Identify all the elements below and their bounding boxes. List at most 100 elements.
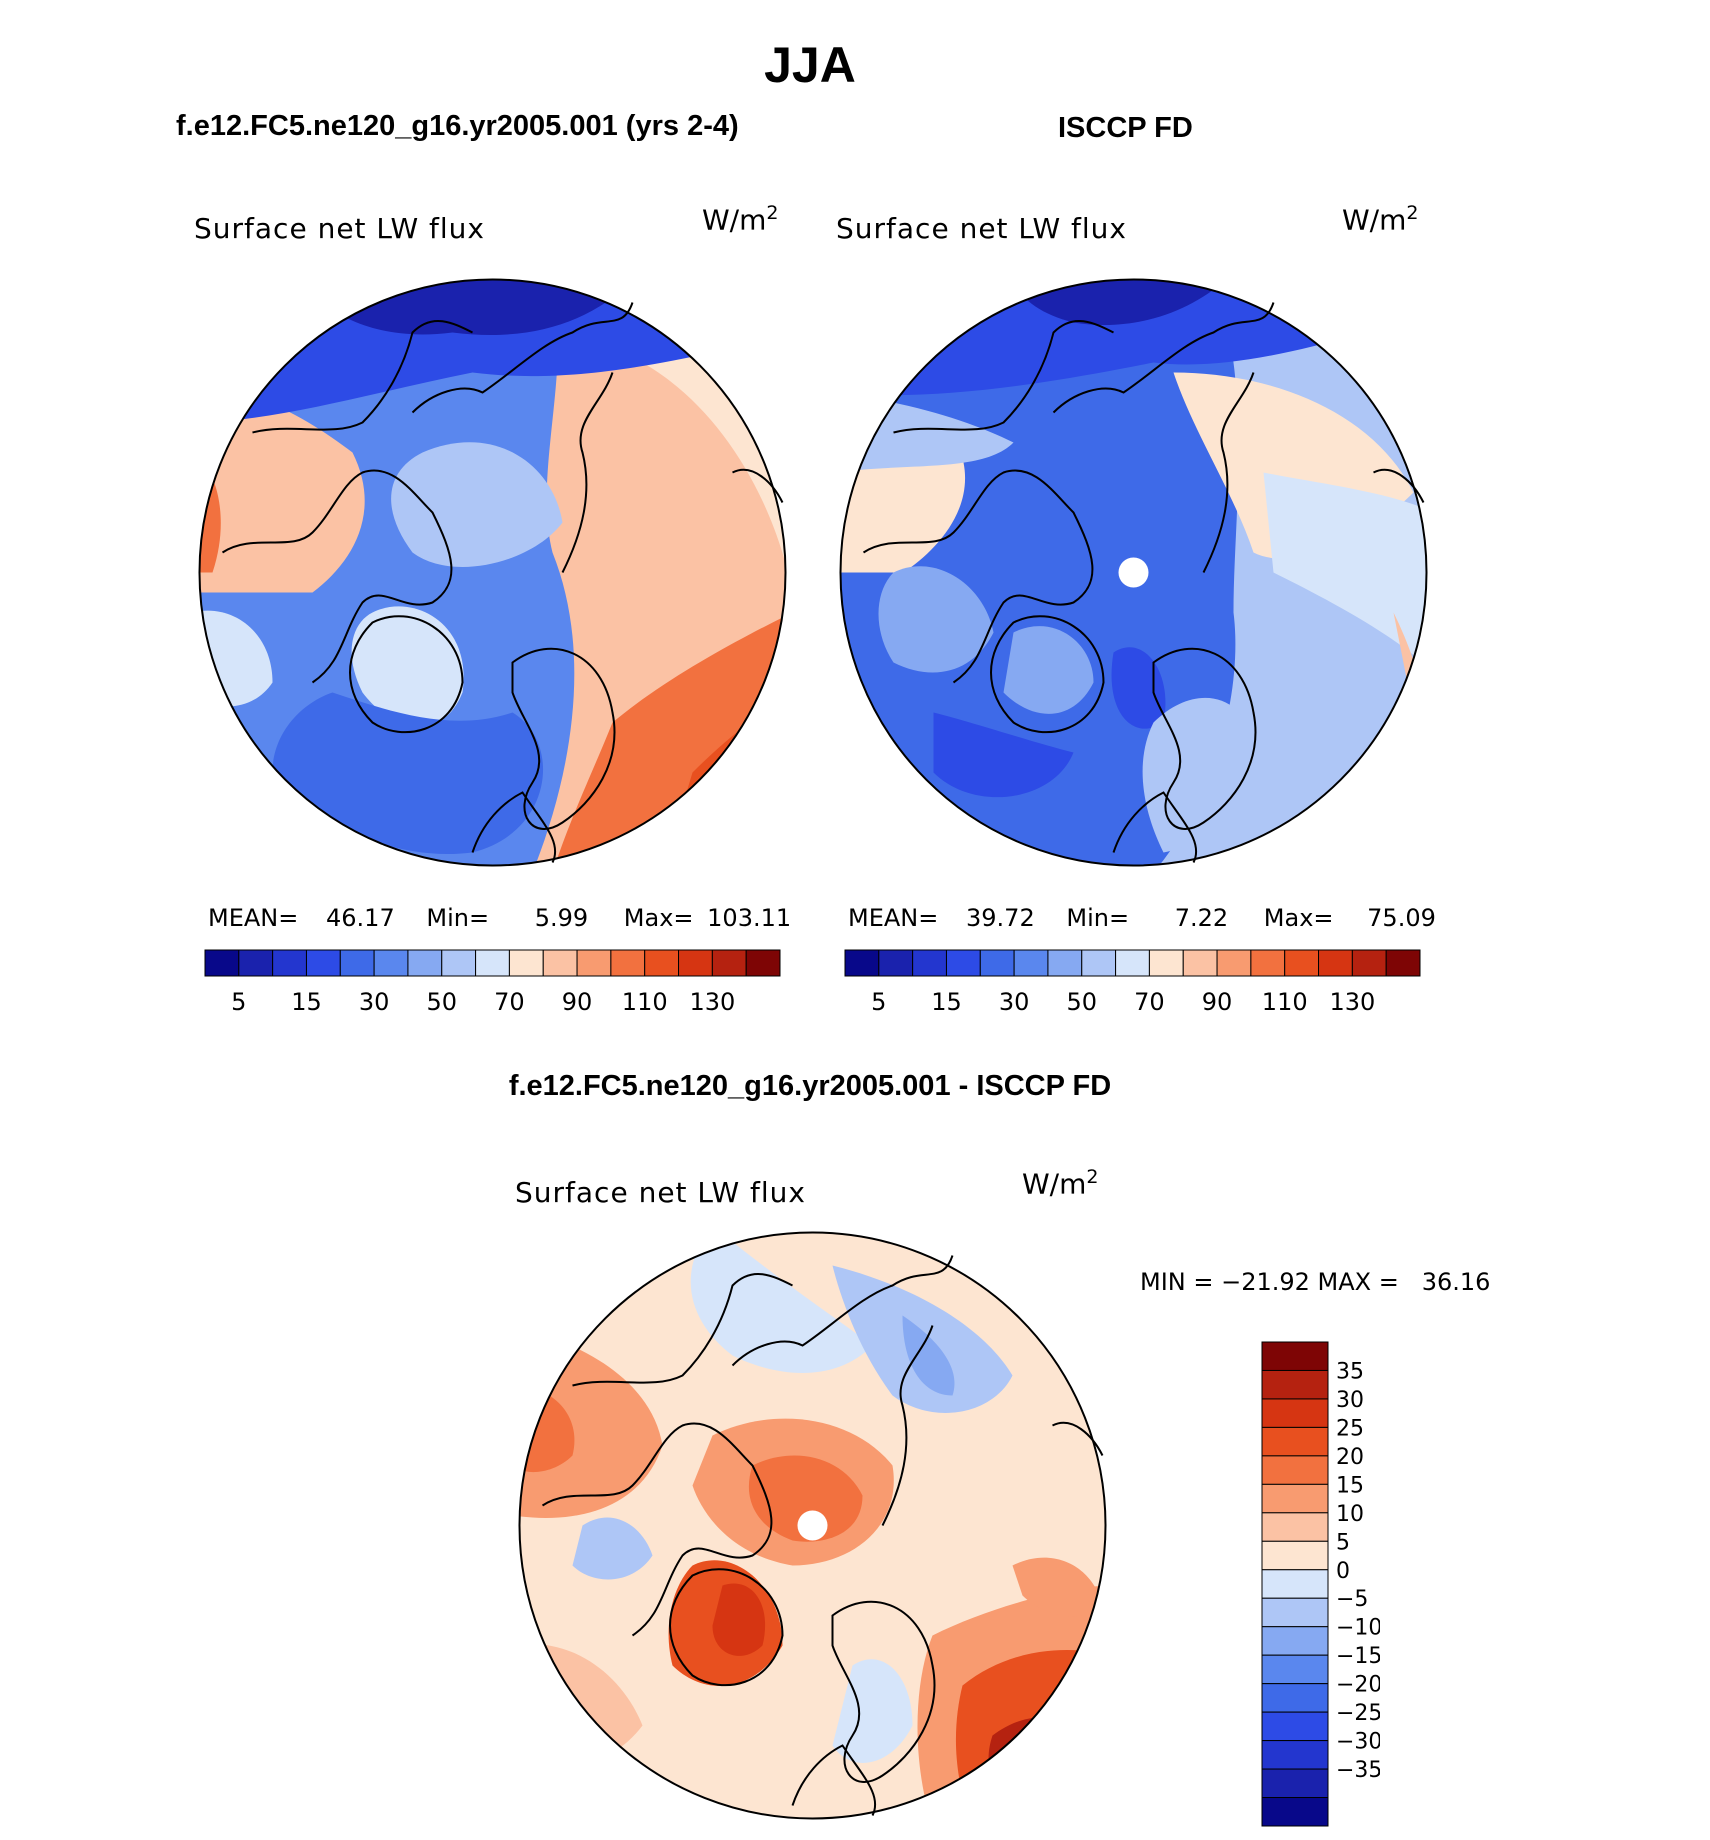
panel3-colorbar-tick-label: 25 bbox=[1336, 1416, 1364, 1441]
panel1-units-exponent: 2 bbox=[766, 202, 779, 224]
panel3-colorbar-tick-label: 10 bbox=[1336, 1502, 1364, 1527]
panel3-colorbar-box bbox=[1261, 1455, 1329, 1485]
panel3-colorbar-box bbox=[1261, 1512, 1329, 1542]
panel2-colorbar-box bbox=[844, 949, 880, 977]
panel1-colorbar-tick-label: 30 bbox=[359, 988, 390, 1016]
panel3-pole-mask bbox=[797, 1510, 828, 1541]
panel3-polar-map bbox=[518, 1231, 1107, 1820]
panel3-colorbar-box bbox=[1261, 1341, 1329, 1371]
panel2-colorbar-box bbox=[912, 949, 947, 977]
panel3-colorbar-box bbox=[1261, 1797, 1329, 1827]
panel1-units: W/m2 bbox=[702, 202, 779, 236]
panel1-colorbar-box bbox=[542, 949, 578, 977]
panel1-colorbar-box bbox=[678, 949, 713, 977]
panel3-colorbar-tick-label: 20 bbox=[1336, 1445, 1364, 1470]
panel1-polar-map bbox=[198, 278, 787, 867]
panel3-colorbar-box bbox=[1261, 1711, 1329, 1742]
panel3-colorbar-tick-label: 35 bbox=[1336, 1359, 1364, 1384]
panel2-units-base: W/m bbox=[1342, 203, 1407, 237]
panel2-colorbar-box bbox=[1148, 949, 1184, 977]
panel2-units: W/m2 bbox=[1342, 202, 1419, 236]
panel1-colorbar-tick-label: 5 bbox=[231, 988, 246, 1016]
panel1-colorbar-tick-label: 130 bbox=[689, 988, 735, 1016]
panel2-min-value: 7.22 bbox=[1174, 904, 1229, 932]
panel1-colorbar-box bbox=[644, 949, 680, 977]
panel2-colorbar-tick-label: 70 bbox=[1134, 988, 1165, 1016]
panel1-colorbar-box bbox=[204, 949, 240, 977]
panel1-colorbar-box bbox=[508, 949, 544, 977]
panel3-colorbar-box bbox=[1261, 1597, 1329, 1628]
panel3-colorbar-tick-label: 15 bbox=[1336, 1473, 1364, 1498]
panel1-colorbar-box bbox=[610, 949, 646, 977]
panel2-colorbar-tick-label: 15 bbox=[931, 988, 962, 1016]
panel2-field-label: Surface net LW flux bbox=[836, 212, 1127, 245]
panel2-colorbar-box bbox=[1047, 949, 1083, 977]
panel3-colorbar-tick-label: 30 bbox=[1336, 1388, 1364, 1413]
panel1-map-boundary bbox=[198, 278, 787, 867]
panel1-min-label: Min= bbox=[426, 904, 490, 932]
panel2-max-label: Max= bbox=[1263, 904, 1334, 932]
panel1-colorbar-tick-label: 15 bbox=[291, 988, 322, 1016]
panel2-colorbar-box bbox=[979, 949, 1015, 977]
panel3-colorbar-box bbox=[1261, 1654, 1329, 1685]
panel3-colorbar-tick-label: −10 bbox=[1336, 1616, 1380, 1641]
panel2-pole-mask bbox=[1118, 557, 1149, 588]
panel2-colorbar-box bbox=[1385, 949, 1421, 977]
panel2-title: ISCCP FD bbox=[1058, 112, 1193, 144]
panel2-colorbar-box bbox=[1115, 949, 1150, 977]
panel3-colorbar-box bbox=[1261, 1426, 1329, 1457]
panel1-units-base: W/m bbox=[702, 203, 767, 237]
panel1-colorbar-box bbox=[238, 949, 274, 977]
panel3-coastlines bbox=[541, 1255, 1104, 1816]
panel3-colorbar-box bbox=[1261, 1398, 1329, 1428]
panel1-colorbar-box bbox=[441, 949, 477, 977]
panel1-colorbar-box bbox=[373, 949, 409, 977]
panel3-units-exponent: 2 bbox=[1086, 1166, 1099, 1188]
panel2-stats: MEAN= 39.72 Min= 7.22 Max= 75.09 bbox=[848, 904, 1436, 932]
panel2-colorbar-box bbox=[1351, 949, 1387, 977]
panel2-units-exponent: 2 bbox=[1406, 202, 1419, 224]
panel1-colorbar-box bbox=[339, 949, 375, 977]
panel2-colorbar-box bbox=[945, 949, 981, 977]
panel1-colorbar-tick-label: 70 bbox=[494, 988, 525, 1016]
panel2-colorbar-box bbox=[1284, 949, 1320, 977]
panel2-colorbar-box bbox=[1182, 949, 1218, 977]
panel3-colorbar-tick-label: −35 bbox=[1336, 1758, 1380, 1783]
panel2-min-label: Min= bbox=[1066, 904, 1130, 932]
panel3-units: W/m2 bbox=[1022, 1166, 1099, 1200]
panel1-colorbar-tick-label: 50 bbox=[426, 988, 457, 1016]
panel3-colorbar-tick-label: 0 bbox=[1336, 1559, 1350, 1584]
panel3-field-label: Surface net LW flux bbox=[515, 1176, 806, 1209]
panel3-title: f.e12.FC5.ne120_g16.yr2005.001 - ISCCP F… bbox=[508, 1070, 1112, 1102]
panel2-colorbar-box bbox=[1318, 949, 1353, 977]
panel1-colorbar-box bbox=[576, 949, 612, 977]
panel3-colorbar-box bbox=[1261, 1768, 1329, 1799]
panel1-title: f.e12.FC5.ne120_g16.yr2005.001 (yrs 2-4) bbox=[176, 110, 739, 142]
panel1-field-contours bbox=[199, 279, 786, 866]
panel1-min-value: 5.99 bbox=[534, 904, 589, 932]
panel1-field-label: Surface net LW flux bbox=[194, 212, 485, 245]
panel3-colorbar-box bbox=[1261, 1683, 1329, 1713]
panel2-colorbar-box bbox=[1013, 949, 1049, 977]
panel2-mean-label: MEAN= bbox=[848, 904, 939, 932]
panel1-colorbar-box bbox=[711, 949, 747, 977]
panel3-colorbar-box bbox=[1261, 1369, 1329, 1400]
panel3-colorbar-box bbox=[1261, 1483, 1329, 1514]
panel3-colorbar-tick-label: −30 bbox=[1336, 1730, 1380, 1755]
panel2-colorbar-box bbox=[1081, 949, 1117, 977]
panel2-colorbar-box bbox=[1250, 949, 1286, 977]
panel3-stats: MIN = −21.92 MAX = 36.16 bbox=[1140, 1268, 1491, 1296]
panel1-colorbar-box bbox=[272, 949, 307, 977]
panel2-colorbar-tick-label: 130 bbox=[1329, 988, 1375, 1016]
panel1-stats: MEAN= 46.17 Min= 5.99 Max= 103.11 bbox=[208, 904, 791, 932]
panel2-mean-value: 39.72 bbox=[966, 904, 1035, 932]
panel3-field-contours bbox=[519, 1232, 1106, 1819]
panel2-colorbar-tick-label: 5 bbox=[871, 988, 886, 1016]
panel3-colorbar-box bbox=[1261, 1626, 1329, 1656]
panel3-map-boundary bbox=[518, 1231, 1107, 1820]
panel3-colorbar-box bbox=[1261, 1540, 1329, 1571]
panel2-map-boundary bbox=[839, 278, 1428, 867]
panel2-colorbar-box bbox=[878, 949, 914, 977]
panel3-colorbar-box bbox=[1261, 1569, 1329, 1599]
panel1-mean-value: 46.17 bbox=[326, 904, 395, 932]
